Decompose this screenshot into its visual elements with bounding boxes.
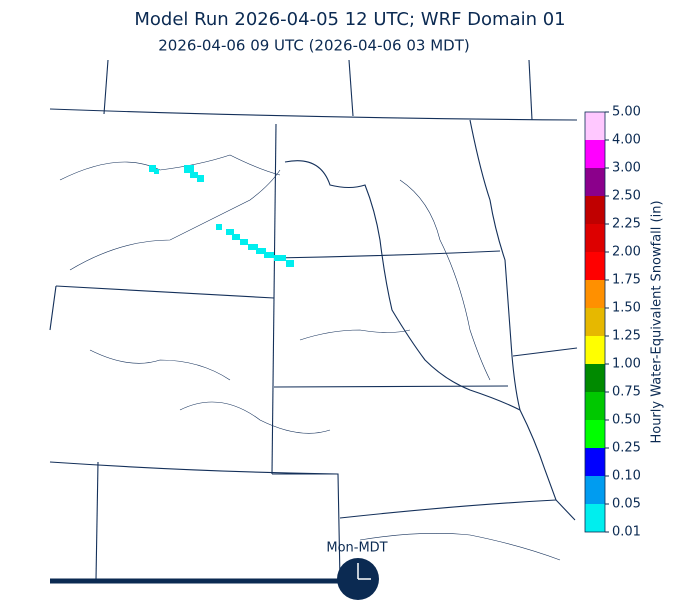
colorbar-segment: [585, 448, 605, 476]
colorbar-frame: [584, 111, 606, 533]
colorbar-segment: [585, 364, 605, 392]
colorbar-tick-label: 0.75: [612, 385, 641, 400]
colorbar-segment: [585, 392, 605, 420]
colorbar-segment: [585, 112, 605, 140]
colorbar-tick-label: 0.10: [612, 469, 641, 484]
colorbar-segment: [585, 168, 605, 196]
colorbar: 0.01 0.05 0.10 0.25 0.50 0.75 1.00 1.25 1.50 1.75…: [584, 105, 641, 540]
snowfall-cells: [149, 165, 294, 267]
colorbar-tick-label: 5.00: [612, 105, 641, 120]
colorbar-tick-label: 2.50: [612, 189, 641, 204]
colorbar-tick-label: 1.25: [612, 329, 641, 344]
colorbar-tick-label: 2.25: [612, 217, 641, 232]
colorbar-segment: [585, 476, 605, 504]
colorbar-segment: [585, 420, 605, 448]
colorbar-segment: [585, 308, 605, 336]
colorbar-tick-label: 0.01: [612, 525, 641, 540]
colorbar-segment: [585, 252, 605, 280]
colorbar-tick-label: 0.25: [612, 441, 641, 456]
colorbar-segment: [585, 140, 605, 168]
colorbar-tick-label: 4.00: [612, 133, 641, 148]
colorbar-segment: [585, 336, 605, 364]
colorbar-segment: [585, 280, 605, 308]
colorbar-segment: [585, 196, 605, 224]
colorbar-tick-label: 2.00: [612, 245, 641, 260]
colorbar-tick-label: 0.50: [612, 413, 641, 428]
colorbar-tick-label: 1.75: [612, 273, 641, 288]
subtitle: 2026-04-06 09 UTC (2026-04-06 03 MDT): [158, 37, 469, 55]
colorbar-tick-label: 1.50: [612, 301, 641, 316]
title: Model Run 2026-04-05 12 UTC; WRF Domain …: [134, 9, 565, 30]
basemap: [49, 59, 578, 581]
colorbar-label: Hourly Water-Equivalent Snowfall (in): [650, 200, 665, 443]
colorbar-segment: [585, 224, 605, 252]
colorbar-tick-label: 0.05: [612, 497, 641, 512]
timeline-label: Mon-MDT: [326, 541, 387, 556]
colorbar-segment: [585, 504, 605, 532]
colorbar-tick-label: 3.00: [612, 161, 641, 176]
timeline: Mon-MDT: [50, 541, 388, 600]
colorbar-tick-label: 1.00: [612, 357, 641, 372]
